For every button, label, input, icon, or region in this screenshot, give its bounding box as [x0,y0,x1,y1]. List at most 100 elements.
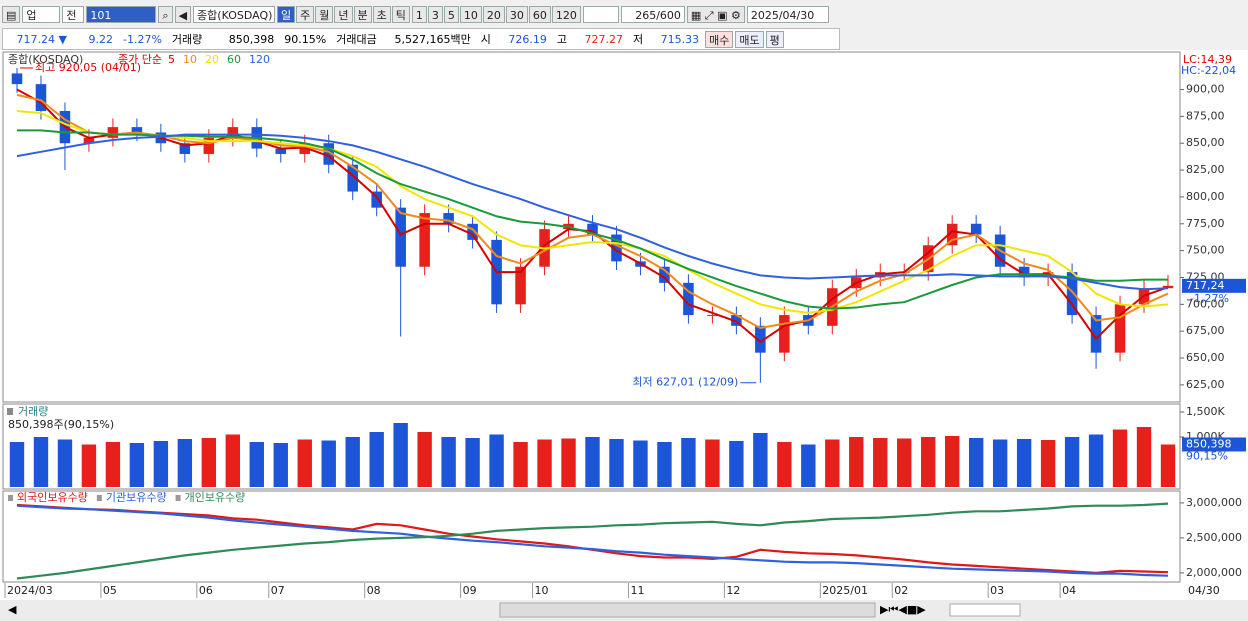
volume-bar [345,437,360,487]
scrollbar[interactable] [499,602,876,618]
period-button[interactable]: 년 [334,5,353,23]
volume-bar [825,439,840,487]
interval-button[interactable]: 10 [459,5,482,23]
x-tick-label: 04 [1062,584,1076,597]
code-input[interactable]: 101 [86,5,157,23]
y-tick-label: 850,00 [1186,136,1225,149]
volume-bar [609,439,624,487]
zoom-slider[interactable] [949,603,1021,617]
scope-select[interactable]: 전 [62,5,85,23]
interval-button[interactable]: 3 [427,5,443,23]
order-button[interactable]: 매수 [705,30,734,48]
volume: 850,398 [228,32,275,46]
market-select[interactable]: 업 [22,5,61,23]
line [16,93,1169,330]
high: 727.27 [584,32,623,46]
volume-bar [897,438,912,487]
volume-bar [57,439,73,487]
candle-body [299,143,311,154]
interval-button[interactable]: 5 [443,5,459,23]
high-label: 고 [556,33,567,46]
y-tick-label: 625,00 [1186,378,1225,391]
period-button[interactable]: 주 [296,5,315,23]
candle-body [227,127,239,138]
volume-bar [393,423,408,487]
volume-bar [801,444,816,487]
candle-body [275,148,287,154]
candle-body [1066,272,1078,316]
interval-button[interactable]: 20 [482,5,505,23]
tool-icons[interactable]: ▦ ⤢ ▣ ⚙ [686,5,745,23]
count-field[interactable]: 265/600 [620,5,685,23]
amount: 5,527,165백만 [394,33,471,46]
blank-select[interactable] [582,5,619,23]
low: 715.33 [660,32,700,46]
holdings-panel [2,490,1181,583]
volume-ratio-label: 90,15% [1186,449,1228,462]
date-field[interactable]: 2025/04/30 [746,5,829,23]
period-button[interactable]: 분 [353,5,372,23]
line [16,502,1169,580]
volume-bar [321,440,336,487]
candle-body [731,315,742,326]
interval-button[interactable]: 60 [528,5,551,23]
volume-bar [465,438,480,487]
legend-marker [8,495,13,501]
period-button[interactable]: 틱 [391,5,410,23]
legend-entry: 기관보유수량 [106,491,167,504]
volume-bar [968,438,984,487]
volume-bar [921,437,936,487]
last-price-label: 717,24 [1186,279,1225,292]
candle-body [1162,285,1174,289]
volume-bar [1136,427,1152,487]
max-label: 최고 920,05 (04/01) [35,61,141,74]
candle-body [611,234,622,262]
volume-bar [1088,434,1104,487]
volume-bar [849,437,864,487]
min-label: 최저 627,01 (12/09) [632,376,738,389]
volume-bar [585,437,600,487]
period-button[interactable]: 일 [277,5,296,23]
search-icon[interactable]: ⌕ [158,5,173,23]
volume-bar [225,434,240,487]
legend-marker [96,495,102,501]
count: 265 [635,8,657,22]
y-tick-label: 675,00 [1186,324,1225,337]
period-button[interactable]: 초 [372,5,391,23]
volume-bar [273,443,288,487]
legend-entry: 개인보유수량 [185,491,246,504]
name-field: 종합(KOSDAQ) [193,5,276,23]
y-tick-label: 1,500K [1186,405,1225,418]
candle-body [179,143,191,154]
volume-bar [105,442,121,487]
volume-bar [1016,439,1032,487]
volume-bar [417,432,432,487]
scroll-left[interactable]: ◀ [8,603,17,616]
order-button[interactable]: 매도 [735,30,764,48]
volume-bar [1112,429,1128,487]
x-tick-label: 11 [630,584,644,597]
open: 726.19 [508,32,547,46]
menu-icon[interactable]: ▤ [2,5,21,23]
interval-button[interactable]: 1 [411,5,427,23]
legend-marker [175,495,181,501]
y-tick-label: 750,00 [1186,244,1225,257]
volume-bar [777,442,792,487]
y-tick-label: 700,00 [1186,297,1225,310]
volume-bar [249,442,264,487]
scroll-buttons[interactable]: ▶⏮◀■▶ [880,603,926,616]
order-button[interactable]: 평 [765,30,784,48]
volume-bar [177,439,193,487]
volume-annotation: 850,398주(90,15%) [8,418,114,431]
x-tick-label: 12 [726,584,740,597]
interval-button[interactable]: 120 [551,5,581,23]
sound-icon[interactable]: ◀ [174,5,192,23]
candle-body [203,137,215,154]
legend-entry: 5 [168,53,175,66]
legend-entry: 60 [227,53,241,66]
change: 9.22 [88,32,114,46]
period-button[interactable]: 월 [315,5,334,23]
interval-button[interactable]: 30 [505,5,528,23]
